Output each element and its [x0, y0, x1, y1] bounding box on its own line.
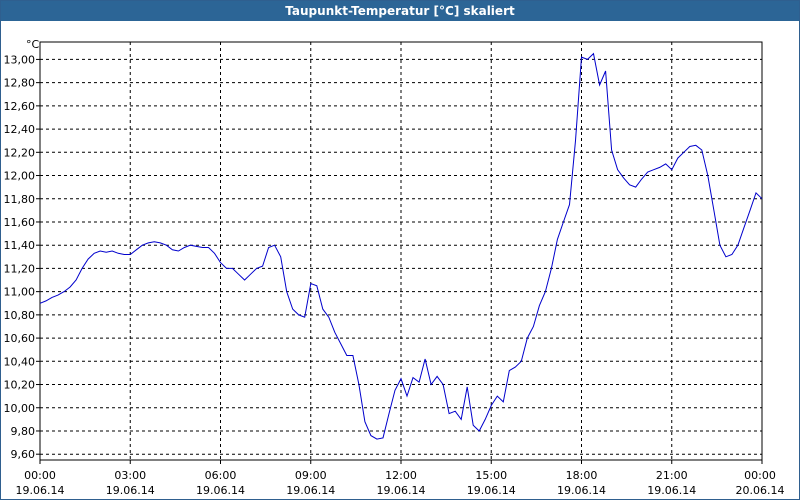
y-tick-label: 11,80 [4, 193, 36, 206]
x-tick-date-label: 19.06.14 [647, 484, 696, 497]
y-tick-label: 11,00 [4, 286, 36, 299]
x-tick-date-label: 19.06.14 [557, 484, 606, 497]
x-tick-time-label: 21:00 [656, 469, 688, 482]
x-tick-date-label: 19.06.14 [106, 484, 155, 497]
y-tick-label: 12,20 [4, 146, 36, 159]
y-tick-label: 11,60 [4, 216, 36, 229]
grid-lines [40, 42, 762, 460]
y-tick-label: 9,60 [11, 448, 36, 461]
x-tick-time-label: 12:00 [385, 469, 417, 482]
y-axis-ticks: 13,00 12,80 12,60 12,40 12,20 12,00 11,80 11,60… [4, 53, 40, 461]
x-tick-date-label: 19.06.14 [286, 484, 335, 497]
y-tick-label: 10,80 [4, 309, 36, 322]
x-tick-time-label: 09:00 [295, 469, 327, 482]
x-tick-date-label: 20.06.14 [736, 484, 785, 497]
y-tick-label: 10,00 [4, 402, 36, 415]
x-tick-time-label: 03:00 [114, 469, 146, 482]
y-tick-label: 12,40 [4, 123, 36, 136]
x-tick-date-label: 19.06.14 [467, 484, 516, 497]
x-tick-date-label: 19.06.14 [377, 484, 426, 497]
y-tick-label: 11,20 [4, 262, 36, 275]
y-tick-label: 13,00 [4, 53, 36, 66]
y-tick-label: 12,60 [4, 100, 36, 113]
x-tick-date-label: 19.06.14 [16, 484, 65, 497]
y-tick-label: 9,80 [11, 425, 36, 438]
y-axis-unit: °C [26, 38, 40, 51]
y-tick-label: 12,80 [4, 77, 36, 90]
x-tick-time-label: 00:00 [744, 469, 776, 482]
y-tick-label: 11,40 [4, 239, 36, 252]
y-tick-label: 10,40 [4, 355, 36, 368]
y-tick-label: 12,00 [4, 170, 36, 183]
x-axis-ticks: 00:00 19.06.14 03:00 19.06.14 06:00 19.06.14 0… [16, 460, 785, 497]
x-tick-date-label: 19.06.14 [196, 484, 245, 497]
x-tick-time-label: 06:00 [205, 469, 237, 482]
series-line [39, 52, 763, 440]
y-tick-label: 10,20 [4, 379, 36, 392]
window-title: Taupunkt-Temperatur [°C] skaliert [1, 1, 799, 21]
x-tick-time-label: 18:00 [566, 469, 598, 482]
x-tick-time-label: 00:00 [24, 469, 56, 482]
y-tick-label: 10,60 [4, 332, 36, 345]
x-tick-time-label: 15:00 [475, 469, 507, 482]
